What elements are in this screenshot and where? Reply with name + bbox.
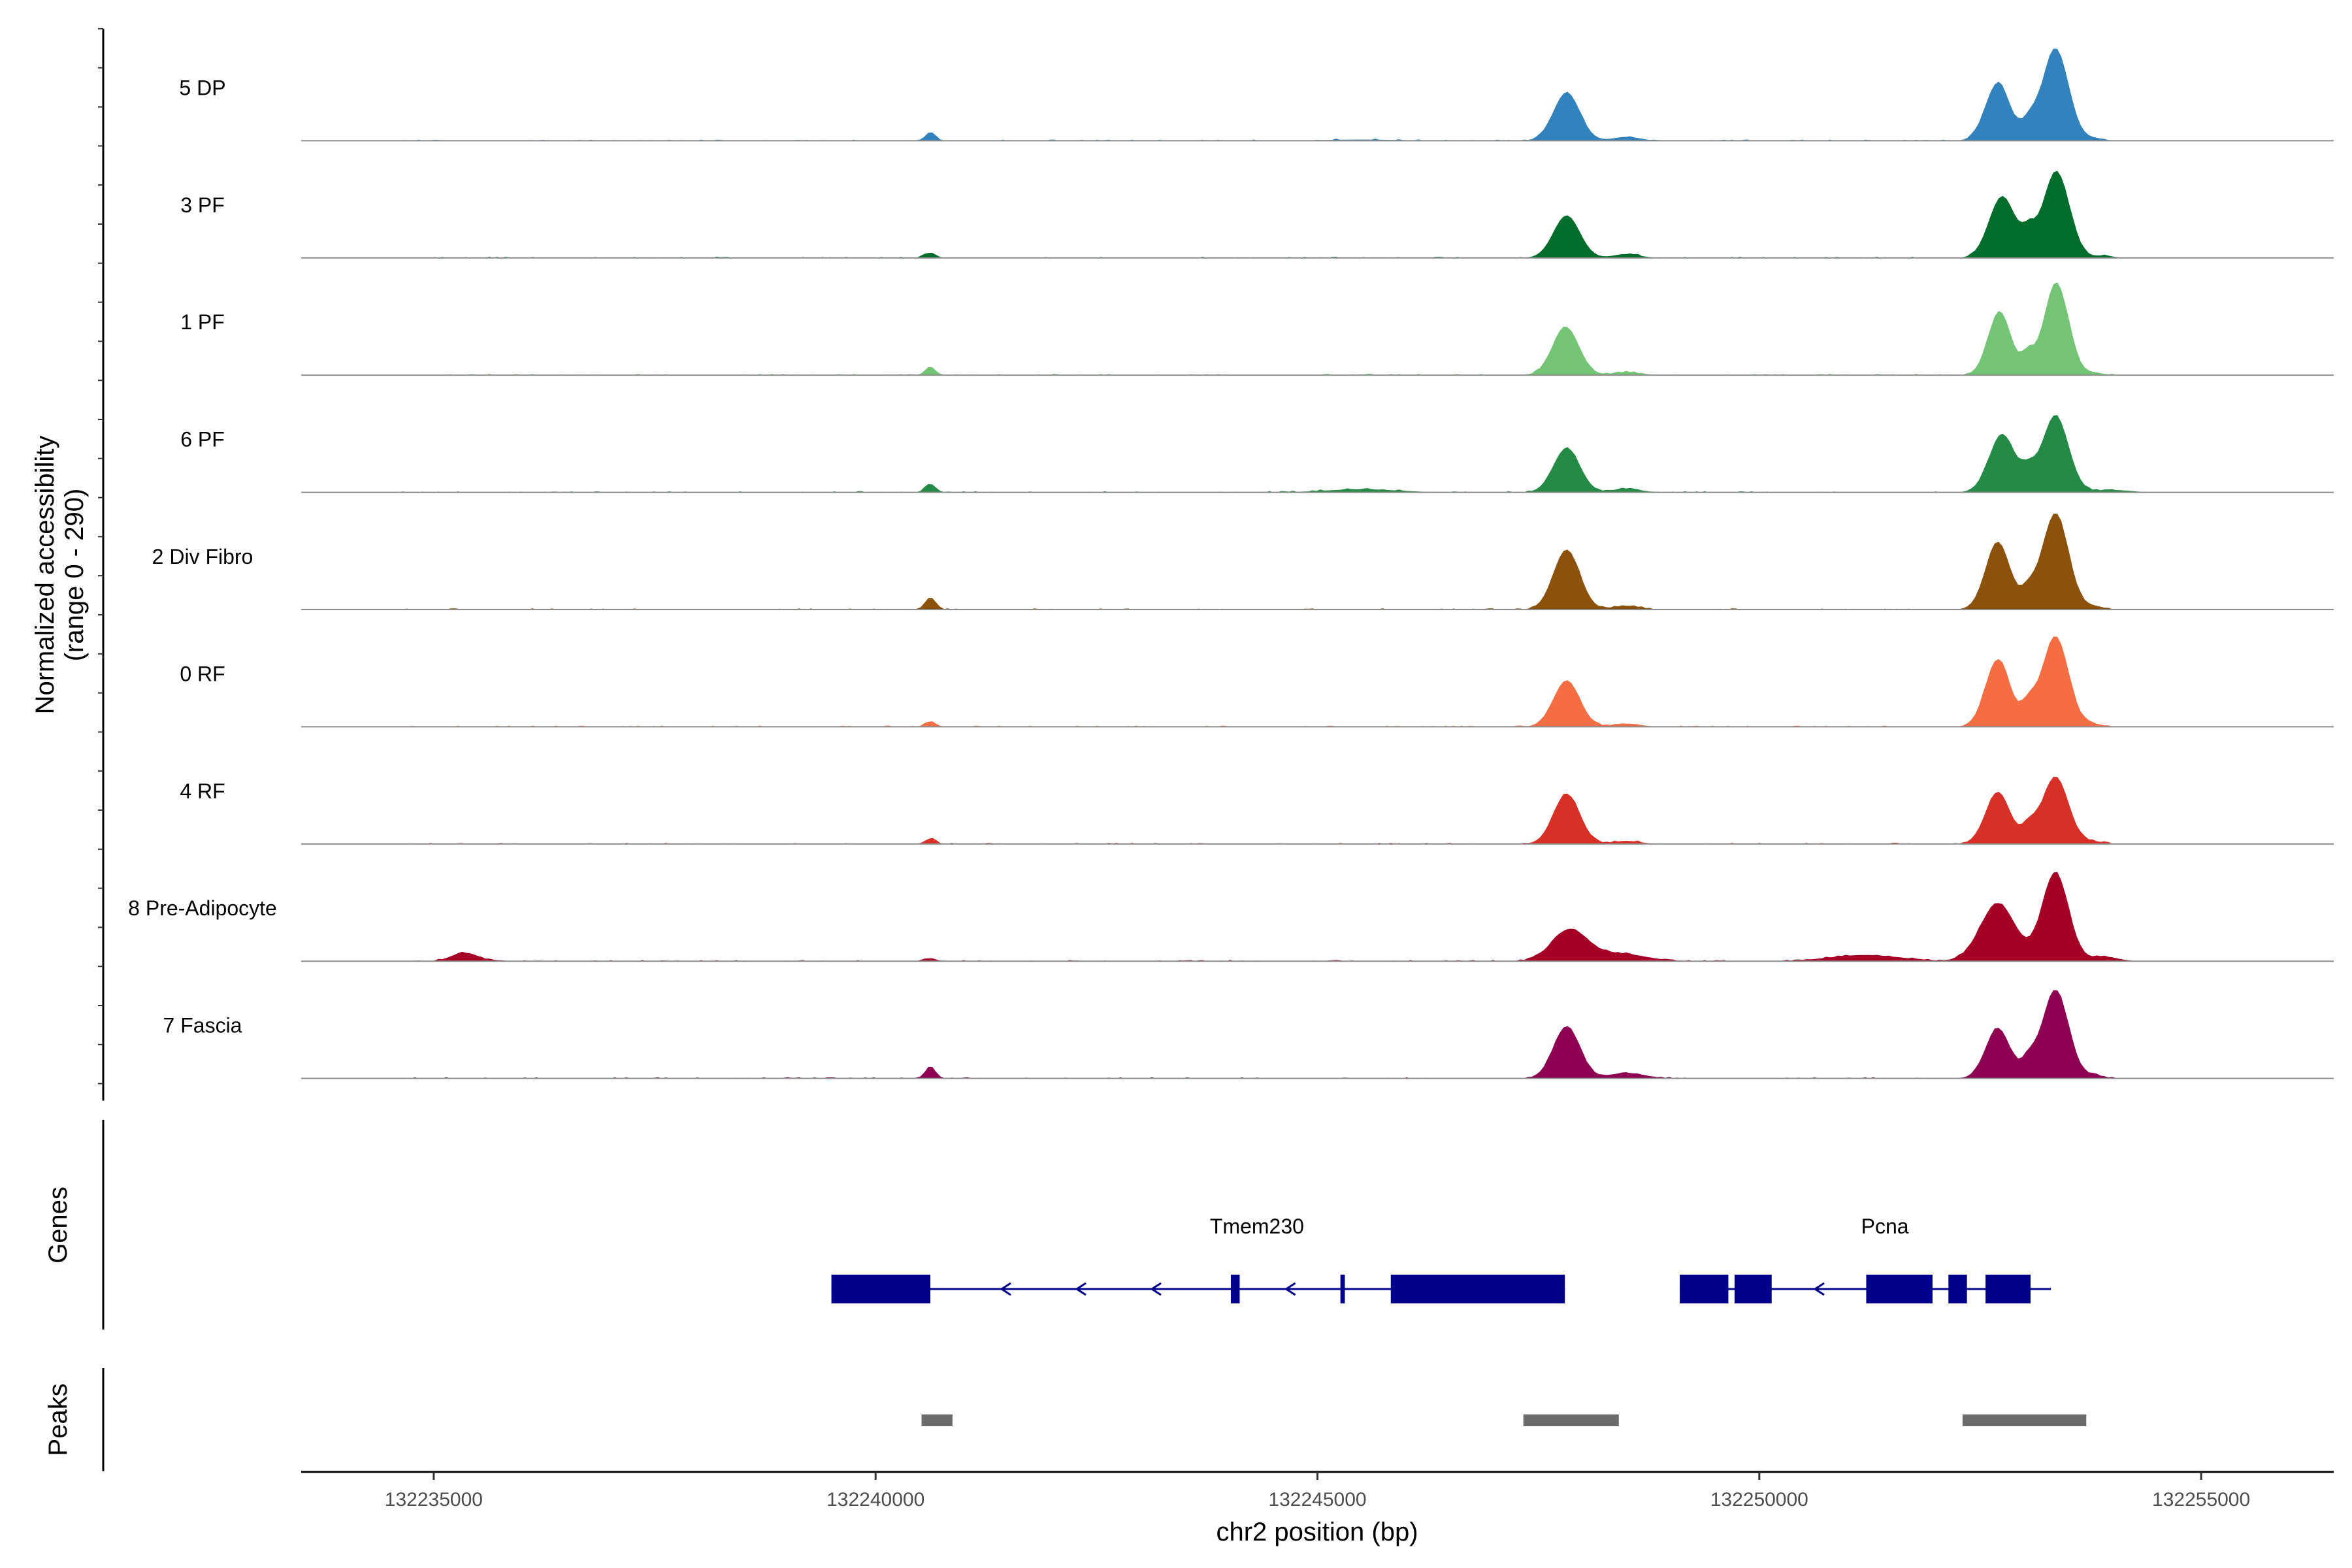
gene-exon <box>1230 1275 1240 1303</box>
gene-tmem230: Tmem230 <box>831 1215 1565 1303</box>
x-tick-label: 132255000 <box>2152 1489 2250 1511</box>
gene-exon <box>1948 1275 1967 1303</box>
track-label: 8 Pre-Adipocyte <box>128 896 277 920</box>
coverage-y-axis <box>98 28 105 1101</box>
track-8-pre-adipocyte: 8 Pre-Adipocyte <box>128 872 2334 962</box>
x-axis: 132235000 132240000 132245000 132250000 1322… <box>301 1471 2334 1511</box>
y-axis-title-line2: (range 0 - 290) <box>60 489 89 662</box>
y-axis-title-line1: Normalized accessibility <box>31 436 59 715</box>
peak-region <box>1962 1414 2087 1426</box>
strand-arrow-icon <box>1075 1282 1086 1296</box>
coverage-area <box>301 171 2262 258</box>
track-label: 1 PF <box>180 310 225 334</box>
coverage-area <box>301 514 2262 610</box>
track-6-pf: 6 PF <box>180 415 2334 493</box>
gene-exon <box>1734 1275 1772 1303</box>
track-label: 2 Div Fibro <box>152 545 253 568</box>
peak-region <box>921 1414 953 1426</box>
x-axis-title: chr2 position (bp) <box>1216 1518 1418 1546</box>
gene-exon <box>1985 1275 2031 1303</box>
coverage-area <box>301 990 2262 1079</box>
coverage-area <box>301 48 2262 141</box>
track-label: 7 Fascia <box>163 1014 242 1037</box>
coverage-area <box>301 636 2262 727</box>
coverage-area <box>301 415 2262 493</box>
track-4-rf: 4 RF <box>180 777 2334 845</box>
x-tick-label: 132240000 <box>826 1489 924 1511</box>
gene-exon <box>1680 1275 1729 1303</box>
coverage-area <box>301 282 2262 376</box>
peak-region <box>1523 1414 1619 1426</box>
gene-exon <box>1866 1275 1933 1303</box>
strand-arrow-icon <box>1150 1282 1162 1296</box>
gene-exon <box>831 1275 931 1303</box>
track-3-pf: 3 PF <box>180 171 2334 259</box>
track-5-dp: 5 DP <box>179 48 2334 142</box>
gene-exon <box>1390 1275 1565 1303</box>
x-tick-label: 132245000 <box>1268 1489 1366 1511</box>
x-tick-label: 132250000 <box>1710 1489 1808 1511</box>
coverage-area <box>301 777 2262 844</box>
x-tick-label: 132235000 <box>385 1489 483 1511</box>
track-label: 6 PF <box>180 428 225 451</box>
strand-arrow-icon <box>1813 1282 1825 1296</box>
peaks-track <box>921 1414 2087 1426</box>
coverage-tracks: 5 DP 3 PF 1 PF 6 PF 2 Div Fibro 0 RF 4 RF 8 Pre… <box>128 48 2334 1079</box>
coverage-area <box>301 872 2262 962</box>
gene-label: Pcna <box>1861 1215 1909 1238</box>
gene-pcna: Pcna <box>1680 1215 2051 1303</box>
track-label: 0 RF <box>180 662 225 685</box>
genes-track: Tmem230 Pcna <box>831 1215 2051 1303</box>
strand-arrow-icon <box>1284 1282 1296 1296</box>
track-label: 3 PF <box>180 193 225 217</box>
track-7-fascia: 7 Fascia <box>163 990 2334 1079</box>
track-label: 4 RF <box>180 779 225 803</box>
gene-label: Tmem230 <box>1210 1215 1304 1238</box>
track-1-pf: 1 PF <box>180 282 2334 376</box>
gene-exon <box>1340 1275 1345 1303</box>
track-2-div-fibro: 2 Div Fibro <box>152 514 2334 610</box>
peaks-track-title: Peaks <box>44 1383 73 1456</box>
genes-track-title: Genes <box>44 1186 73 1264</box>
strand-arrow-icon <box>1000 1282 1011 1296</box>
track-label: 5 DP <box>179 76 225 99</box>
track-0-rf: 0 RF <box>180 636 2334 728</box>
